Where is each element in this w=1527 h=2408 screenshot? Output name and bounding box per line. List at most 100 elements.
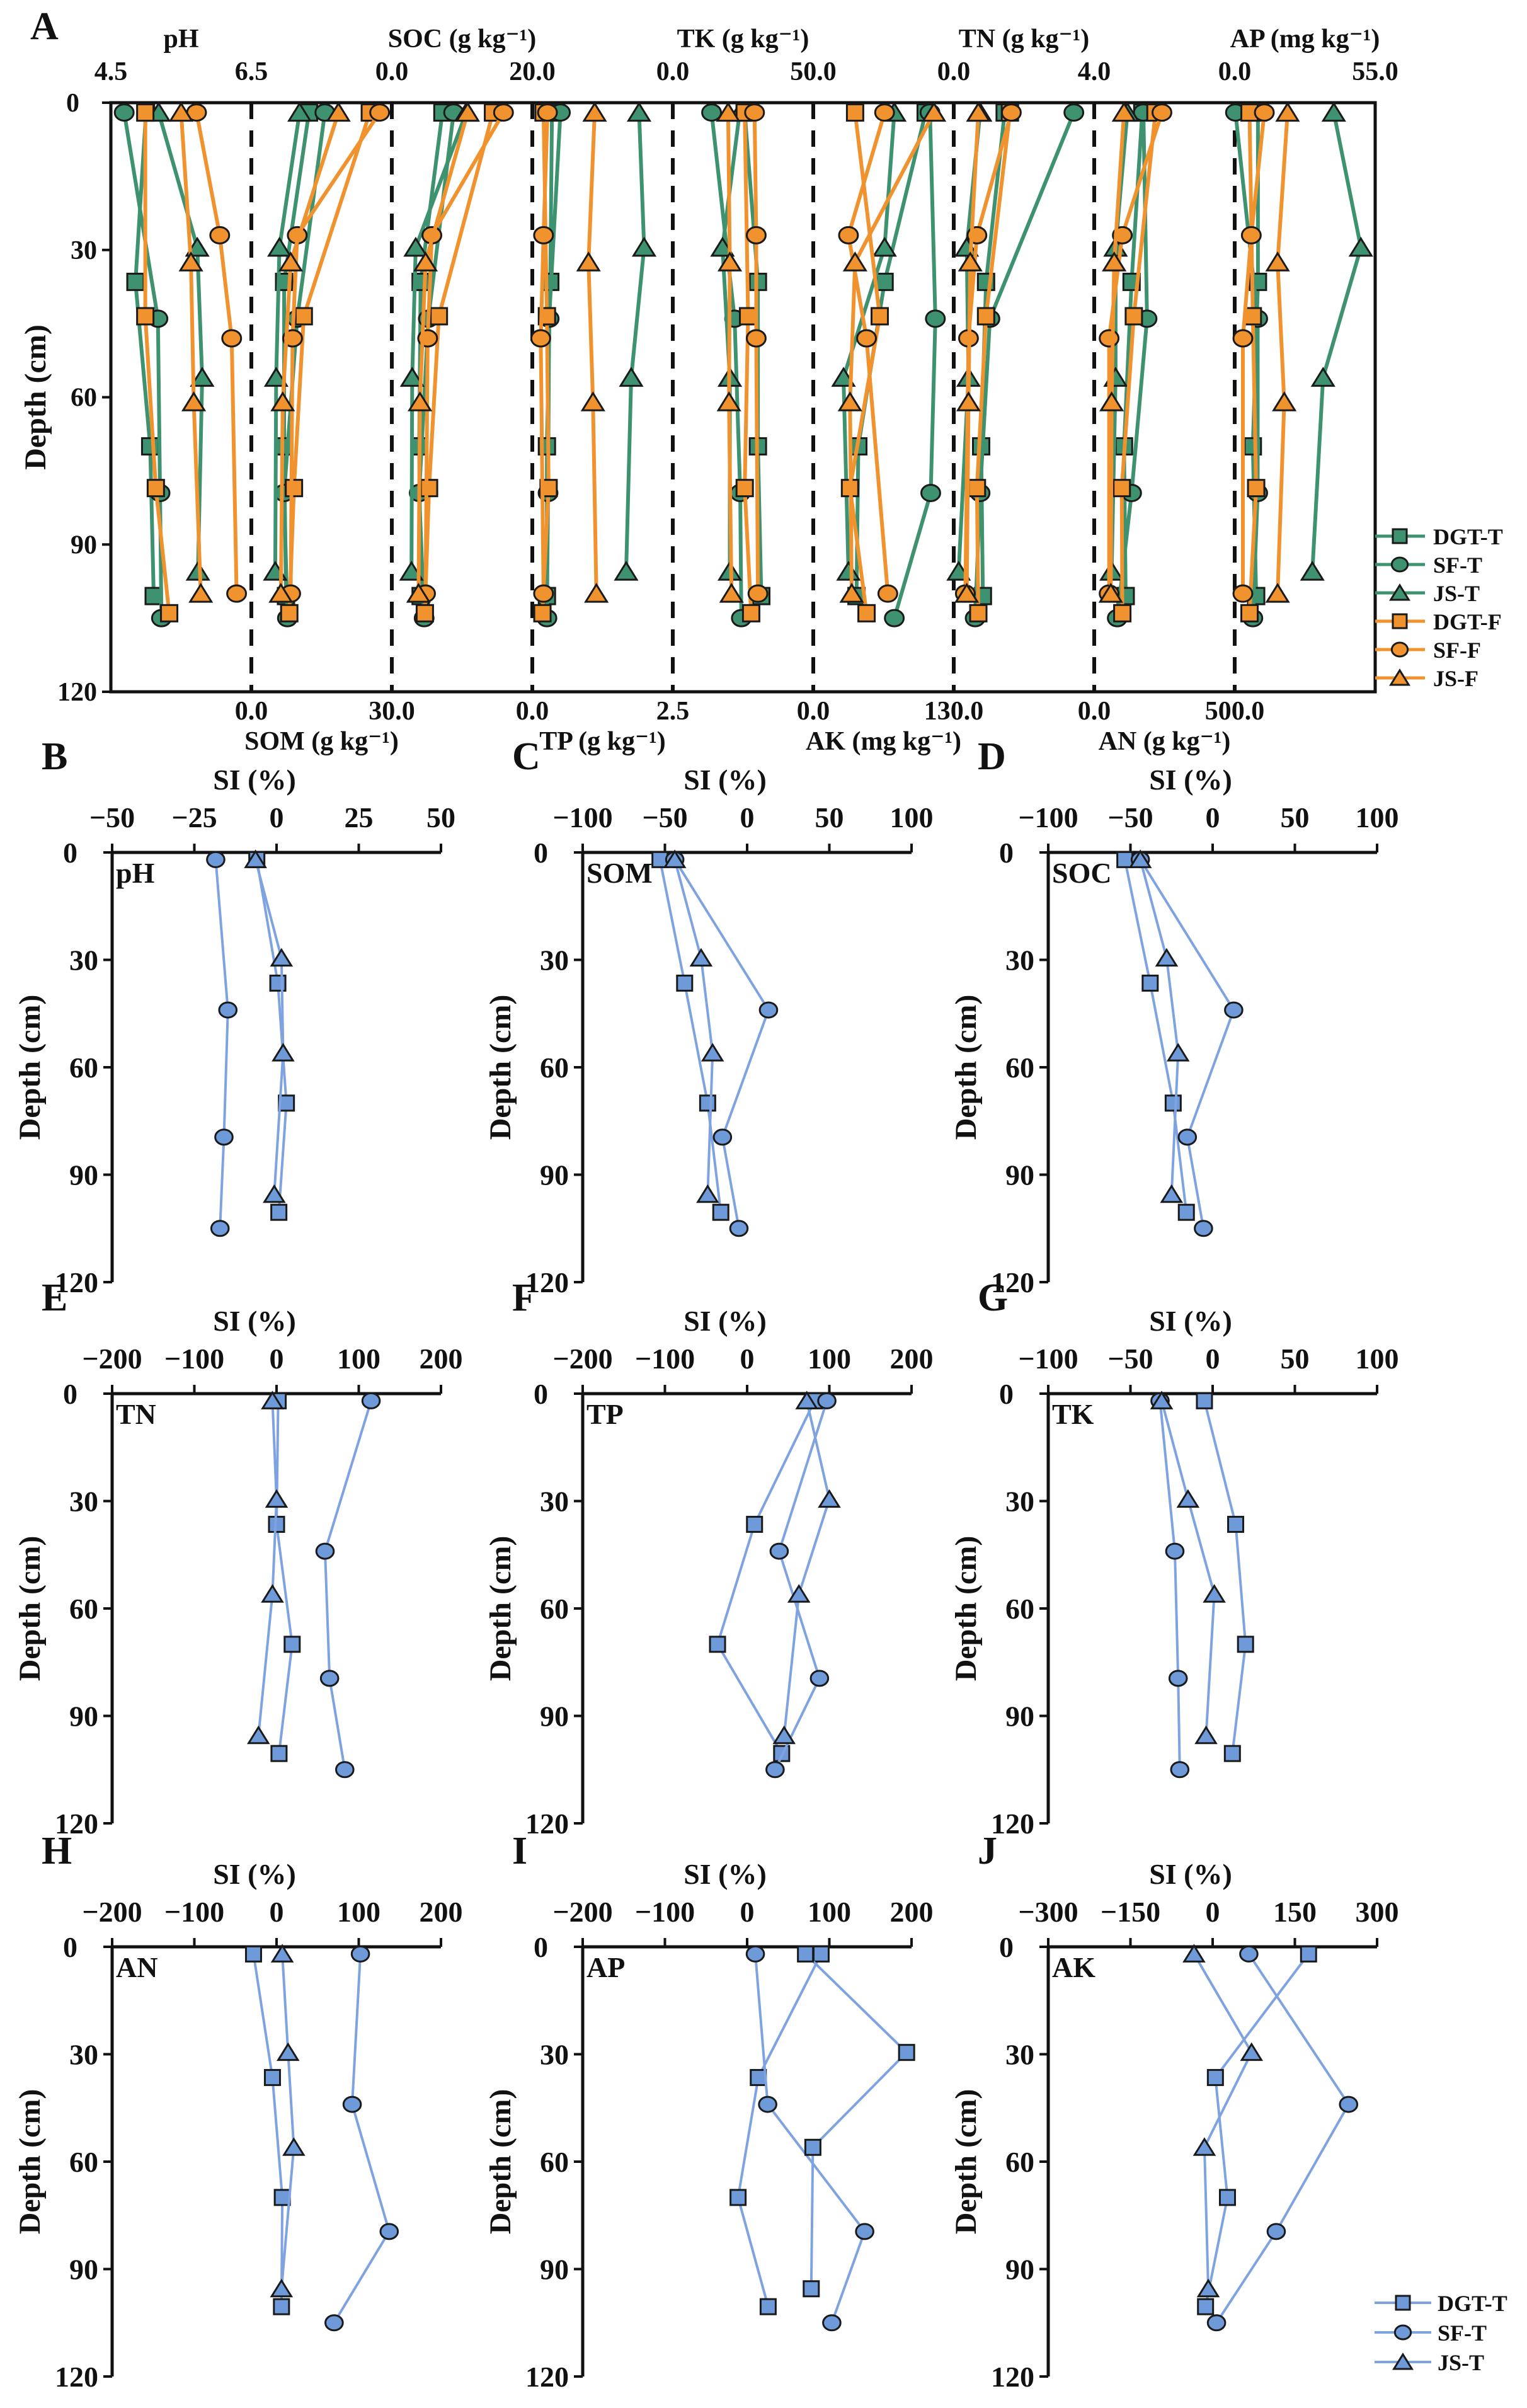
variable-label: TK	[1052, 1398, 1094, 1430]
panel-letter: C	[512, 735, 540, 778]
series-line-ap	[1240, 112, 1267, 594]
data-point	[689, 948, 713, 967]
series-line-an	[1107, 112, 1164, 594]
data-point	[1155, 948, 1179, 967]
data-point	[420, 479, 438, 498]
x-tick-label: −100	[635, 1896, 695, 1928]
data-point	[206, 851, 226, 868]
x-tick-label: 50	[1281, 1343, 1310, 1375]
x-tick-label: −200	[82, 1896, 142, 1928]
data-point	[803, 2280, 820, 2298]
panel-letter: G	[978, 1276, 1008, 1319]
series-line-som	[273, 112, 302, 572]
series-line	[673, 859, 770, 1229]
x-tick-label: −100	[1018, 801, 1078, 834]
data-point	[842, 251, 867, 272]
data-point	[717, 251, 743, 272]
data-point	[1128, 849, 1152, 868]
data-point	[874, 103, 895, 122]
panel-i: I SI (%) −200 −100 0 100 200 0 30 60 90 120 Depth (c…	[484, 1830, 934, 2393]
series-sf-t	[765, 1392, 837, 1779]
x-axis-title: SI (%)	[683, 1858, 767, 1890]
series-line-an	[1109, 112, 1126, 594]
series-line	[673, 859, 714, 1195]
data-point	[582, 101, 607, 122]
series-line-tp	[586, 112, 598, 594]
data-point	[1321, 101, 1346, 122]
series-line-tk	[743, 112, 753, 614]
data-point	[1218, 2189, 1236, 2206]
series-line	[323, 1400, 372, 1770]
x-tick-label: 0	[740, 801, 755, 834]
x-tick-label: −100	[1018, 1343, 1078, 1375]
y-tick-label: 120	[991, 1808, 1034, 1840]
data-point	[263, 2068, 281, 2086]
data-point	[263, 367, 289, 387]
variable-label: AK	[1052, 1951, 1095, 1983]
data-point	[701, 103, 722, 122]
y-axis-label: Depth (cm)	[484, 2089, 517, 2235]
data-point	[294, 307, 313, 326]
data-point	[188, 583, 214, 603]
data-point	[1160, 1184, 1184, 1203]
data-point	[856, 329, 878, 348]
data-point	[278, 251, 304, 272]
series-line	[275, 1401, 294, 1754]
x-tick-label: 25	[345, 801, 374, 834]
x-tick-label: 0	[1206, 1896, 1220, 1928]
x-axis-title: SI (%)	[213, 764, 296, 796]
data-point	[746, 329, 767, 348]
y-tick-label: 120	[991, 1266, 1034, 1299]
data-point	[430, 307, 449, 326]
data-point	[925, 309, 946, 328]
data-point	[584, 583, 609, 603]
series-line-ap	[1310, 112, 1363, 572]
y-axis-label: Depth (cm)	[484, 995, 517, 1140]
data-point	[268, 583, 294, 603]
series-line	[716, 1400, 816, 1755]
data-point	[140, 437, 159, 456]
data-point	[369, 103, 391, 122]
data-point	[1206, 2068, 1224, 2086]
data-point	[282, 2137, 306, 2156]
y-tick-label: 90	[69, 1159, 98, 1191]
x-tick-label: −200	[552, 1896, 612, 1928]
data-point	[283, 1636, 301, 1653]
series-dgt-t	[729, 1945, 830, 2315]
data-point	[214, 1128, 234, 1146]
y-tick-label: 90	[71, 530, 97, 559]
y-tick-label: 60	[1005, 1593, 1034, 1625]
series-dgt-t	[248, 851, 295, 1221]
legend-marker	[1395, 2295, 1411, 2311]
y-tick-label: 90	[69, 2254, 98, 2286]
data-point	[812, 1945, 830, 1963]
data-point	[1227, 1515, 1245, 1533]
data-point	[1339, 2096, 1359, 2113]
data-point	[261, 1584, 284, 1603]
series-line-tk	[726, 112, 734, 594]
data-point	[1232, 584, 1254, 603]
data-point	[626, 101, 652, 122]
y-tick-label: 90	[540, 1700, 569, 1733]
data-point	[342, 2096, 362, 2113]
y-tick-label: 60	[69, 2146, 98, 2178]
data-point	[1111, 101, 1136, 122]
series-sf-t	[1206, 1945, 1359, 2332]
series-line-ap	[1276, 112, 1290, 594]
panel-letter: J	[978, 1830, 997, 1872]
data-point	[350, 1945, 370, 1963]
data-point	[280, 604, 299, 622]
series-line-som	[278, 112, 341, 594]
x-axis-title: SI (%)	[1149, 1305, 1232, 1337]
x-tick-label: 0	[270, 1343, 284, 1375]
data-point	[1232, 329, 1254, 348]
data-point	[270, 1203, 288, 1221]
x-tick-label: 100	[890, 801, 934, 834]
y-tick-label: 30	[71, 236, 97, 265]
series-js-t	[1150, 1390, 1226, 1745]
data-point	[403, 236, 428, 257]
axis-tick-label-min: 0.0	[1078, 697, 1111, 726]
x-tick-label: 0	[740, 1343, 755, 1375]
panel-letter: I	[512, 1830, 527, 1872]
axis-title-som: SOM (g kg⁻¹)	[244, 727, 399, 756]
